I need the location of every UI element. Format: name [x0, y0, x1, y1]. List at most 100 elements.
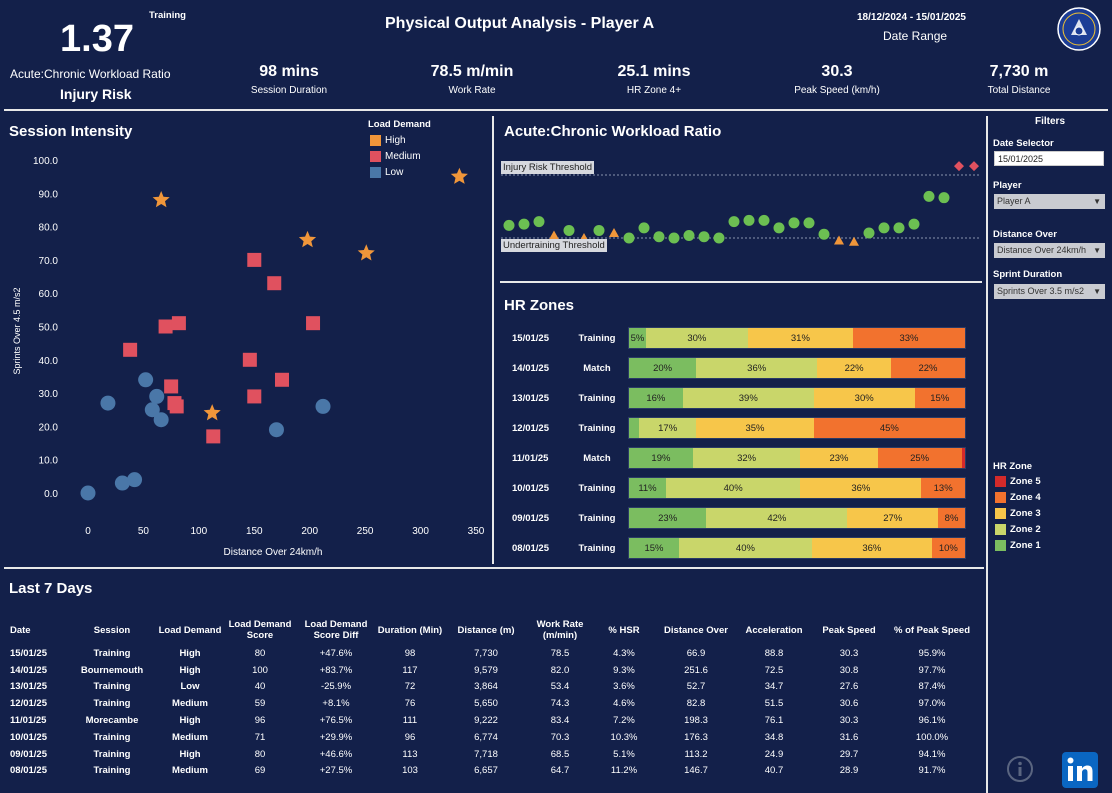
acwr-point[interactable] [728, 216, 740, 228]
hr-zone-segment-zone4[interactable]: 45% [813, 418, 965, 438]
hr-zone-segment-zone5[interactable] [961, 448, 965, 468]
scatter-point-high[interactable] [450, 167, 468, 184]
scatter-point-high[interactable] [298, 230, 317, 248]
scatter-point-medium[interactable] [267, 276, 282, 291]
acwr-point[interactable] [938, 192, 950, 204]
acwr-point[interactable] [593, 224, 605, 236]
hr-zone-segment-zone1[interactable]: 5% [629, 328, 646, 348]
hr-zone-bar[interactable]: 20% 36% 22% 22% [628, 357, 966, 379]
hr-zone-segment-zone1[interactable]: 11% [629, 478, 666, 498]
table-header-cell[interactable]: Acceleration [745, 624, 803, 636]
hr-zone-segment-zone1[interactable] [629, 418, 640, 438]
acwr-point[interactable] [563, 224, 575, 236]
acwr-point[interactable] [893, 222, 905, 234]
acwr-point[interactable] [743, 214, 755, 226]
hr-zone-segment-zone3[interactable]: 36% [811, 538, 932, 558]
acwr-point[interactable] [863, 227, 875, 239]
scatter-point-medium[interactable] [164, 379, 179, 394]
acwr-point[interactable] [683, 229, 695, 241]
scatter-point-low[interactable] [100, 395, 116, 411]
acwr-point[interactable] [518, 218, 530, 230]
hr-zone-segment-zone2[interactable]: 32% [692, 448, 801, 468]
date-selector-input[interactable]: 15/01/2025 [994, 151, 1104, 166]
hr-zone-segment-zone3[interactable]: 23% [800, 448, 878, 468]
acwr-point[interactable] [818, 228, 830, 240]
acwr-point[interactable] [698, 231, 710, 243]
info-icon[interactable] [1006, 755, 1034, 783]
table-header-cell[interactable]: % HSR [608, 624, 640, 636]
table-row[interactable]: 14/01/25 Bournemouth High 100 +83.7% 117 9,579… [8, 662, 976, 679]
hr-zone-segment-zone2[interactable]: 40% [678, 538, 812, 558]
hr-zone-segment-zone3[interactable]: 30% [813, 388, 915, 408]
acwr-point[interactable] [878, 222, 890, 234]
scatter-point-low[interactable] [114, 475, 130, 491]
table-header-cell[interactable]: Date [10, 624, 31, 636]
hr-zone-bar[interactable]: 23% 42% 27% 8% [628, 507, 966, 529]
table-row[interactable]: 11/01/25 Morecambe High 96 +76.5% 111 9,222 83.… [8, 712, 976, 729]
linkedin-icon[interactable] [1062, 752, 1098, 788]
acwr-point[interactable] [713, 232, 725, 244]
acwr-point[interactable] [549, 230, 559, 240]
acwr-point[interactable] [954, 161, 964, 172]
acwr-point[interactable] [623, 232, 635, 244]
table-row[interactable]: 12/01/25 Training Medium 59 +8.1% 76 5,650 74.3… [8, 695, 976, 712]
scatter-point-low[interactable] [144, 402, 160, 418]
hr-zone-segment-zone4[interactable]: 13% [921, 478, 965, 498]
hr-zone-segment-zone1[interactable]: 15% [629, 538, 679, 558]
scatter-point-high[interactable] [203, 404, 221, 421]
scatter-point-medium[interactable] [275, 372, 289, 387]
hr-zone-segment-zone3[interactable]: 27% [847, 508, 939, 528]
scatter-point-low[interactable] [80, 485, 96, 501]
hr-zone-segment-zone3[interactable]: 36% [800, 478, 922, 498]
hr-zone-bar[interactable]: 11% 40% 36% 13% [628, 477, 966, 499]
hr-zone-segment-zone4[interactable]: 15% [914, 388, 965, 408]
acwr-point[interactable] [609, 227, 619, 237]
scatter-point-medium[interactable] [158, 319, 173, 334]
hr-zone-segment-zone4[interactable]: 22% [891, 358, 965, 378]
table-header-cell[interactable]: Load Demand [158, 624, 222, 636]
scatter-point-medium[interactable] [171, 316, 186, 331]
scatter-point-medium[interactable] [206, 429, 221, 444]
acwr-point[interactable] [668, 232, 680, 244]
scatter-point-low[interactable] [127, 472, 143, 488]
table-row[interactable]: 15/01/25 Training High 80 +47.6% 98 7,730 78.5 4… [8, 645, 976, 662]
scatter-point-medium[interactable] [306, 316, 321, 331]
table-row[interactable]: 13/01/25 Training Low 40 -25.9% 72 3,864 53.4 3.… [8, 679, 976, 696]
scatter-point-medium[interactable] [123, 342, 138, 357]
table-header-cell[interactable]: Load Demand Score Diff [304, 619, 368, 641]
hr-zone-bar[interactable]: 19% 32% 23% 25% [628, 447, 966, 469]
acwr-point[interactable] [788, 217, 800, 229]
player-dropdown[interactable]: Player A ▼ [994, 194, 1105, 209]
hr-zone-segment-zone3[interactable]: 35% [696, 418, 814, 438]
table-header-cell[interactable]: Session [93, 624, 131, 636]
sprint-duration-dropdown[interactable]: Sprints Over 3.5 m/s2 ▼ [994, 284, 1105, 299]
hr-zone-bar[interactable]: 15% 40% 36% 10% [628, 537, 966, 559]
scatter-point-low[interactable] [268, 422, 284, 438]
hr-zone-segment-zone4[interactable]: 33% [852, 328, 965, 348]
scatter-point-low[interactable] [315, 398, 331, 414]
scatter-point-low[interactable] [138, 372, 154, 388]
table-header-cell[interactable]: Duration (Min) [377, 624, 443, 636]
scatter-point-medium[interactable] [247, 389, 262, 404]
acwr-point[interactable] [533, 216, 545, 228]
table-header-cell[interactable]: Load Demand Score [228, 619, 292, 641]
hr-zone-bar[interactable]: 17% 35% 45% [628, 417, 966, 439]
scatter-point-medium[interactable] [242, 352, 257, 367]
scatter-point-low[interactable] [149, 388, 165, 404]
table-row[interactable]: 09/01/25 Training High 80 +46.6% 113 7,718 68.5… [8, 746, 976, 763]
hr-zone-segment-zone2[interactable]: 40% [665, 478, 801, 498]
hr-zone-segment-zone1[interactable]: 20% [629, 358, 697, 378]
table-header-cell[interactable]: Work Rate (m/min) [536, 619, 584, 641]
hr-zone-segment-zone4[interactable]: 10% [931, 538, 965, 558]
table-header-cell[interactable]: Peak Speed [822, 624, 876, 636]
table-header-cell[interactable]: Distance (m) [457, 624, 515, 636]
hr-zone-bar[interactable]: 16% 39% 30% 15% [628, 387, 966, 409]
scatter-point-medium[interactable] [247, 252, 262, 267]
acwr-point[interactable] [638, 222, 650, 234]
acwr-point[interactable] [758, 214, 770, 226]
distance-over-dropdown[interactable]: Distance Over 24km/h ▼ [994, 243, 1105, 258]
scatter-point-high[interactable] [357, 244, 375, 261]
acwr-point[interactable] [908, 218, 920, 230]
acwr-point[interactable] [803, 217, 815, 229]
hr-zone-segment-zone4[interactable]: 25% [877, 448, 962, 468]
